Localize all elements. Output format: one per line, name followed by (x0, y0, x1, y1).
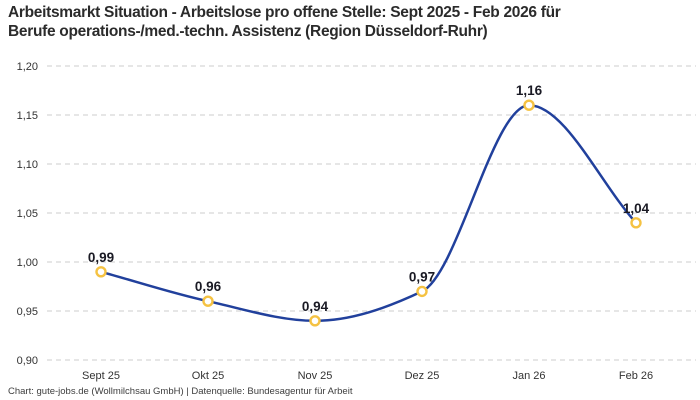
data-point-label: 1,16 (516, 83, 543, 98)
x-axis-tick-label: Nov 25 (298, 370, 333, 382)
data-point-marker (630, 217, 642, 229)
y-axis-tick-label: 1,10 (17, 159, 38, 171)
data-point-label: 0,97 (409, 269, 435, 284)
x-axis-tick-label: Sept 25 (82, 370, 120, 382)
x-axis-tick-label: Jan 26 (512, 370, 545, 382)
y-axis-tick-label: 1,20 (17, 61, 38, 73)
x-axis-tick-label: Dez 25 (405, 370, 440, 382)
chart-attribution: Chart: gute-jobs.de (Wollmilchsau GmbH) … (8, 386, 353, 397)
x-axis-tick-label: Feb 26 (619, 370, 653, 382)
data-point-marker (309, 315, 321, 327)
y-axis-tick-label: 1,00 (17, 257, 38, 269)
chart-title-line2: Berufe operations-/med.-techn. Assistenz… (8, 23, 488, 40)
chart-title-line1: Arbeitsmarkt Situation - Arbeitslose pro… (8, 4, 561, 21)
data-point-label: 0,96 (195, 279, 222, 294)
data-point-label: 0,99 (88, 250, 114, 265)
y-axis-tick-label: 0,95 (17, 306, 38, 318)
data-point-label: 1,04 (623, 201, 650, 216)
data-point-marker (416, 285, 428, 298)
data-point-marker (95, 266, 107, 278)
data-point-label: 0,94 (302, 299, 329, 314)
y-axis-tick-label: 1,15 (17, 110, 38, 122)
y-axis-tick-label: 1,05 (17, 208, 38, 220)
data-point-marker (523, 99, 535, 111)
y-axis-tick-label: 0,90 (17, 355, 38, 367)
data-point-marker (202, 295, 214, 307)
chart-title: Arbeitsmarkt Situation - Arbeitslose pro… (8, 3, 694, 41)
x-axis-tick-label: Okt 25 (192, 370, 224, 382)
